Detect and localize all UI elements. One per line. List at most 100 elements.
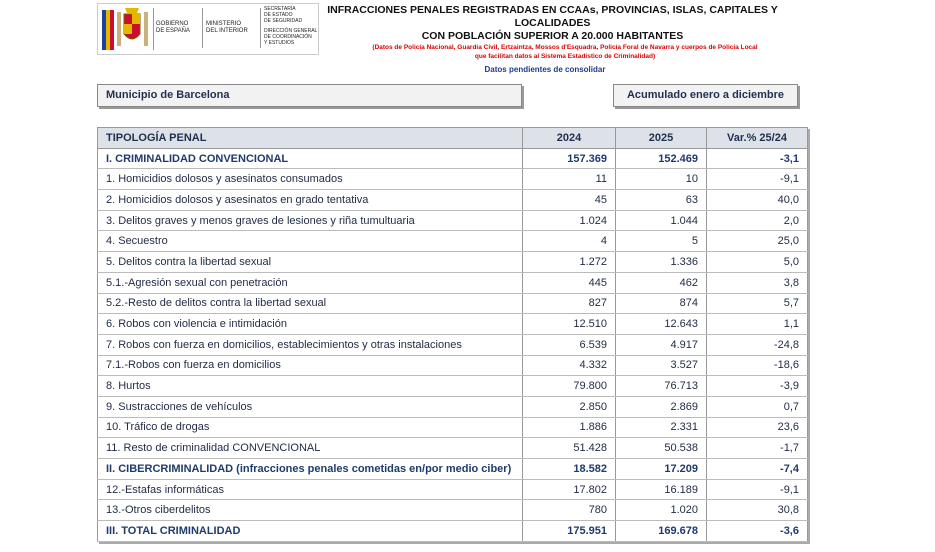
data-status: Datos pendientes de consolidar	[484, 65, 606, 74]
table-row: 9. Sustracciones de vehículos 2.850 2.869 0…	[97, 395, 808, 418]
cell-value: 157.369	[522, 147, 616, 170]
crime-type: I. CRIMINALIDAD CONVENCIONAL	[97, 147, 523, 170]
table-row: 5.2.-Resto de delitos contra la libertad…	[97, 292, 808, 315]
cell-value: 63	[615, 189, 707, 211]
cell-value: 3,8	[706, 271, 808, 294]
crime-type: 6. Robos con violencia e intimidación	[97, 313, 523, 335]
cell-value: 2.850	[522, 395, 616, 418]
cell-value: 780	[522, 499, 616, 522]
logo-text: DE ESPAÑA	[156, 28, 190, 34]
cell-value: 79.800	[522, 375, 616, 397]
table-row: 4. Secuestro 4 5 25,0	[97, 230, 808, 253]
cell-value: 175.951	[522, 520, 616, 542]
cell-value: 25,0	[706, 230, 808, 253]
cell-value: -1,7	[706, 437, 808, 459]
cell-value: -3,6	[706, 520, 808, 542]
cell-value: 12.643	[615, 313, 707, 335]
cell-value: 827	[522, 292, 616, 315]
cell-value: 5,7	[706, 292, 808, 315]
table-row: 11. Resto de criminalidad CONVENCIONAL 51…	[97, 437, 808, 459]
cell-value: 4.917	[615, 333, 707, 356]
crime-type: 2. Homicidios dolosos y asesinatos en gr…	[97, 189, 523, 211]
logo-text: GOBIERNO	[156, 21, 189, 27]
cell-value: 6.539	[522, 333, 616, 356]
crime-type: III. TOTAL CRIMINALIDAD	[97, 520, 523, 542]
cell-value: 51.428	[522, 437, 616, 459]
note-line: que facilitan datos al Sistema Estadísti…	[474, 53, 656, 60]
cell-value: 10	[615, 168, 707, 191]
logo-text: Y ESTUDIOS	[264, 40, 295, 46]
cell-value: 169.678	[615, 520, 707, 542]
table-row: III. TOTAL CRIMINALIDAD 175.951 169.678 -3,…	[97, 520, 808, 542]
cell-value: 1.024	[522, 209, 616, 232]
table-row: 13.-Otros ciberdelitos 780 1.020 30,8	[97, 499, 808, 522]
table-row: 12.-Estafas informáticas 17.802 16.189 -9,1	[97, 478, 808, 501]
table-row: 6. Robos con violencia e intimidación 12.…	[97, 313, 808, 335]
crime-type: 7. Robos con fuerza en domicilios, estab…	[97, 333, 523, 356]
logo-text: SECRETARÍA	[264, 6, 296, 12]
logo-text: DE SEGURIDAD	[264, 18, 303, 24]
crime-type: 5.2.-Resto de delitos contra la libertad…	[97, 292, 523, 315]
title-line: CON POBLACIÓN SUPERIOR A 20.000 HABITANT…	[421, 30, 684, 42]
crime-type: II. CIBERCRIMINALIDAD (infracciones pena…	[97, 458, 523, 480]
crime-type: 3. Delitos graves y menos graves de lesi…	[97, 209, 523, 232]
cell-value: 1.336	[615, 251, 707, 273]
cell-value: -9,1	[706, 478, 808, 501]
source-note: (Datos de Policía Nacional, Guardia Civi…	[330, 43, 800, 61]
cell-value: -3,1	[706, 147, 808, 170]
table-row: 5. Delitos contra la libertad sexual 1.27…	[97, 251, 808, 273]
table-row: 3. Delitos graves y menos graves de lesi…	[97, 209, 808, 232]
title-line: INFRACCIONES PENALES REGISTRADAS EN CCAA…	[327, 4, 778, 29]
cell-value: -3,9	[706, 375, 808, 397]
crime-type: 10. Tráfico de drogas	[97, 416, 523, 439]
cell-value: -7,4	[706, 458, 808, 480]
cell-value: 2.869	[615, 395, 707, 418]
cell-value: 45	[522, 189, 616, 211]
coat-of-arms	[102, 8, 154, 50]
cell-value: 18.582	[522, 458, 616, 480]
cell-value: 11	[522, 168, 616, 191]
table-row: 2. Homicidios dolosos y asesinatos en gr…	[97, 189, 808, 211]
table-row: 8. Hurtos 79.800 76.713 -3,9	[97, 375, 808, 397]
cell-value: 76.713	[615, 375, 707, 397]
cell-value: 5	[615, 230, 707, 253]
logo-text: DEL INTERIOR	[206, 28, 248, 34]
logo-text: DIRECCIÓN GENERAL	[264, 28, 318, 34]
table-row: 7. Robos con fuerza en domicilios, estab…	[97, 333, 808, 356]
crime-type: 1. Homicidios dolosos y asesinatos consu…	[97, 168, 523, 191]
table-header: TIPOLOGÍA PENAL 2024 2025 Var.% 25/24	[97, 127, 808, 149]
report-title: INFRACCIONES PENALES REGISTRADAS EN CCAA…	[300, 4, 805, 43]
cell-value: 1.020	[615, 499, 707, 522]
cell-value: 40,0	[706, 189, 808, 211]
cell-value: 4.332	[522, 354, 616, 377]
period-box: Acumulado enero a diciembre	[613, 84, 798, 107]
cell-value: -9,1	[706, 168, 808, 191]
column-header: Var.% 25/24	[706, 127, 808, 149]
cell-value: 4	[522, 230, 616, 253]
cell-value: 1.044	[615, 209, 707, 232]
municipality-box: Municipio de Barcelona	[97, 84, 522, 107]
crime-type: 7.1.-Robos con fuerza en domicilios	[97, 354, 523, 377]
crime-table: TIPOLOGÍA PENAL 2024 2025 Var.% 25/24 I. CR…	[97, 127, 808, 542]
logo-text: DE ESTADO	[264, 12, 293, 18]
column-header: 2024	[522, 127, 616, 149]
cell-value: 1,1	[706, 313, 808, 335]
cell-value: 3.527	[615, 354, 707, 377]
crime-type: 13.-Otros ciberdelitos	[97, 499, 523, 522]
cell-value: 30,8	[706, 499, 808, 522]
crime-type: 8. Hurtos	[97, 375, 523, 397]
logo-government: GOBIERNO DE ESPAÑA	[156, 21, 190, 35]
crime-type: 5.1.-Agresión sexual con penetración	[97, 271, 523, 294]
crime-type: 4. Secuestro	[97, 230, 523, 253]
cell-value: 1.272	[522, 251, 616, 273]
logo-ministry: MINISTERIO DEL INTERIOR	[206, 21, 248, 35]
cell-value: 12.510	[522, 313, 616, 335]
note-line: (Datos de Policía Nacional, Guardia Civi…	[372, 44, 758, 51]
crime-type: 5. Delitos contra la libertad sexual	[97, 251, 523, 273]
cell-value: 5,0	[706, 251, 808, 273]
cell-value: 2.331	[615, 416, 707, 439]
cell-value: 152.469	[615, 147, 707, 170]
cell-value: 445	[522, 271, 616, 294]
cell-value: -18,6	[706, 354, 808, 377]
